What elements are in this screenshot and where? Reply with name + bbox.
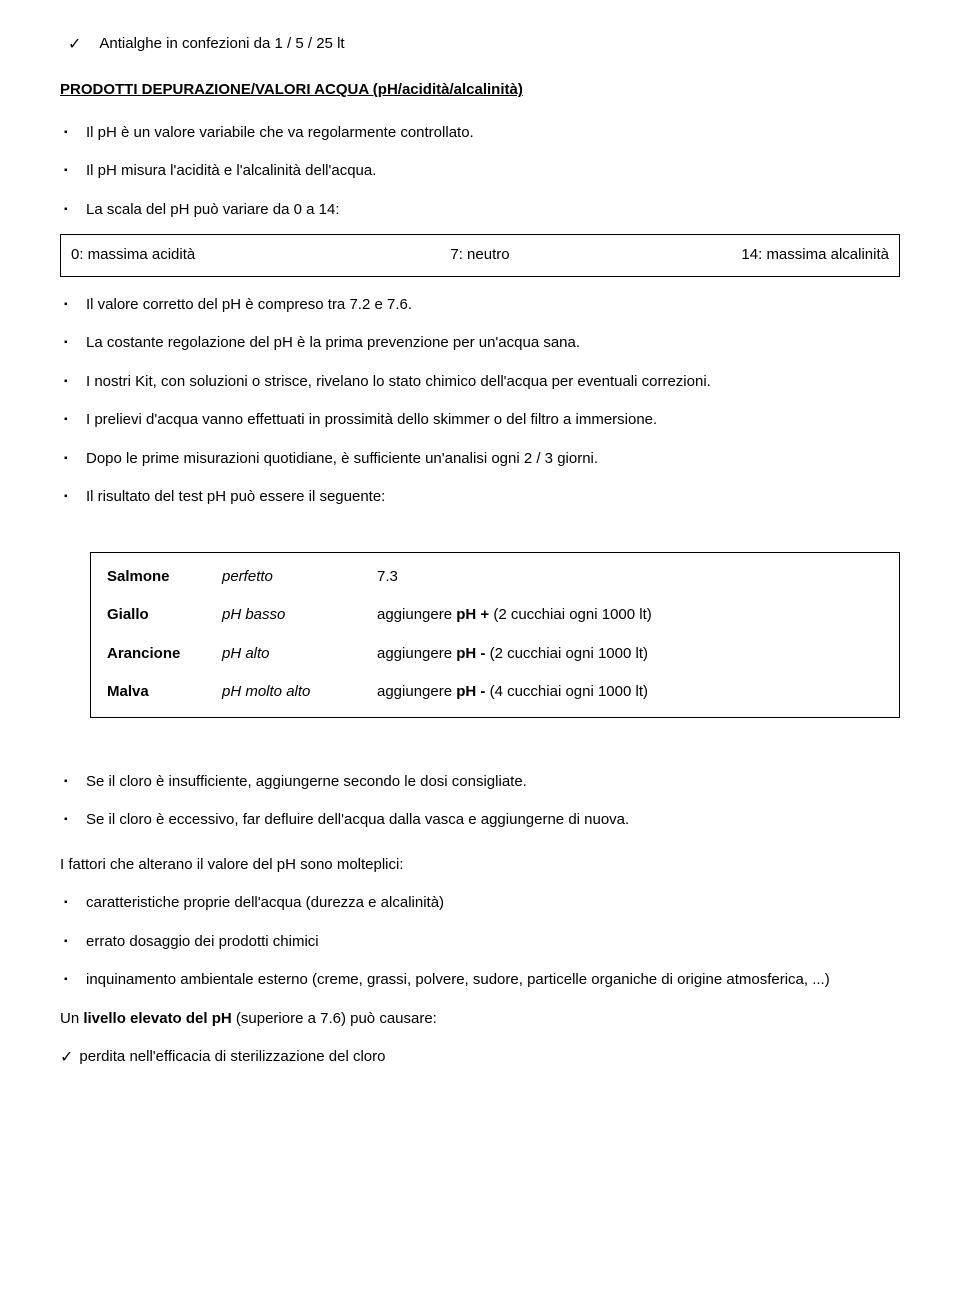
list-item: La scala del pH può variare da 0 a 14: [64,196,900,225]
square-bullet-icon [64,377,74,387]
result-color: Arancione [107,640,222,669]
check-icon: ✓ [60,1043,73,1073]
result-desc: pH basso [222,601,377,630]
square-bullet-icon [64,937,74,947]
scale-left: 0: massima acidità [61,235,340,276]
list-item: Il valore corretto del pH è compreso tra… [64,291,900,320]
square-bullet-icon [64,815,74,825]
check-icon: ✓ [68,30,81,60]
ph-scale-box: 0: massima acidità 7: neutro 14: massima… [60,234,900,277]
list-item: caratteristiche proprie dell'acqua (dure… [64,889,900,918]
result-color: Malva [107,678,222,707]
list-item: Il pH misura l'acidità e l'alcalinità de… [64,157,900,186]
factors-intro: I fattori che alterano il valore del pH … [60,851,900,880]
result-color: Salmone [107,563,222,592]
result-row: Arancione pH alto aggiungere pH - (2 cuc… [107,640,883,669]
list-item: inquinamento ambientale esterno (creme, … [64,966,900,995]
result-row: Giallo pH basso aggiungere pH + (2 cucch… [107,601,883,630]
square-bullet-icon [64,128,74,138]
list-item: La costante regolazione del pH è la prim… [64,329,900,358]
high-ph-line: Un livello elevato del pH (superiore a 7… [60,1005,900,1034]
square-bullet-icon [64,492,74,502]
results-box: Salmone perfetto 7.3 Giallo pH basso agg… [90,552,900,718]
square-bullet-icon [64,166,74,176]
result-desc: pH molto alto [222,678,377,707]
list-item: errato dosaggio dei prodotti chimici [64,928,900,957]
list-item: Il risultato del test pH può essere il s… [64,483,900,512]
antialghe-item: ✓ Antialghe in confezioni da 1 / 5 / 25 … [60,30,900,60]
list-2: Il valore corretto del pH è compreso tra… [60,291,900,512]
result-action: aggiungere pH - (4 cucchiai ogni 1000 lt… [377,678,883,707]
result-action: 7.3 [377,563,883,592]
bottom-check-item: ✓ perdita nell'efficacia di sterilizzazi… [60,1043,900,1073]
square-bullet-icon [64,415,74,425]
result-desc: perfetto [222,563,377,592]
list-item: Se il cloro è eccessivo, far defluire de… [64,806,900,835]
list-item: Dopo le prime misurazioni quotidiane, è … [64,445,900,474]
result-row: Malva pH molto alto aggiungere pH - (4 c… [107,678,883,707]
scale-center: 7: neutro [340,235,619,276]
result-desc: pH alto [222,640,377,669]
list-item: I nostri Kit, con soluzioni o strisce, r… [64,368,900,397]
square-bullet-icon [64,300,74,310]
square-bullet-icon [64,338,74,348]
bottom-item-text: perdita nell'efficacia di sterilizzazion… [79,1043,385,1072]
list-3: Se il cloro è insufficiente, aggiungerne… [60,768,900,835]
section-heading: PRODOTTI DEPURAZIONE/VALORI ACQUA (pH/ac… [60,76,900,105]
list-item: I prelievi d'acqua vanno effettuati in p… [64,406,900,435]
result-action: aggiungere pH - (2 cucchiai ogni 1000 lt… [377,640,883,669]
result-row: Salmone perfetto 7.3 [107,563,883,592]
antialghe-text: Antialghe in confezioni da 1 / 5 / 25 lt [99,30,344,59]
result-action: aggiungere pH + (2 cucchiai ogni 1000 lt… [377,601,883,630]
list-1: Il pH è un valore variabile che va regol… [60,119,900,225]
square-bullet-icon [64,975,74,985]
list-item: Il pH è un valore variabile che va regol… [64,119,900,148]
square-bullet-icon [64,454,74,464]
list-item: Se il cloro è insufficiente, aggiungerne… [64,768,900,797]
scale-right: 14: massima alcalinità [620,235,899,276]
result-color: Giallo [107,601,222,630]
factors-list: caratteristiche proprie dell'acqua (dure… [60,889,900,995]
square-bullet-icon [64,205,74,215]
square-bullet-icon [64,777,74,787]
square-bullet-icon [64,898,74,908]
